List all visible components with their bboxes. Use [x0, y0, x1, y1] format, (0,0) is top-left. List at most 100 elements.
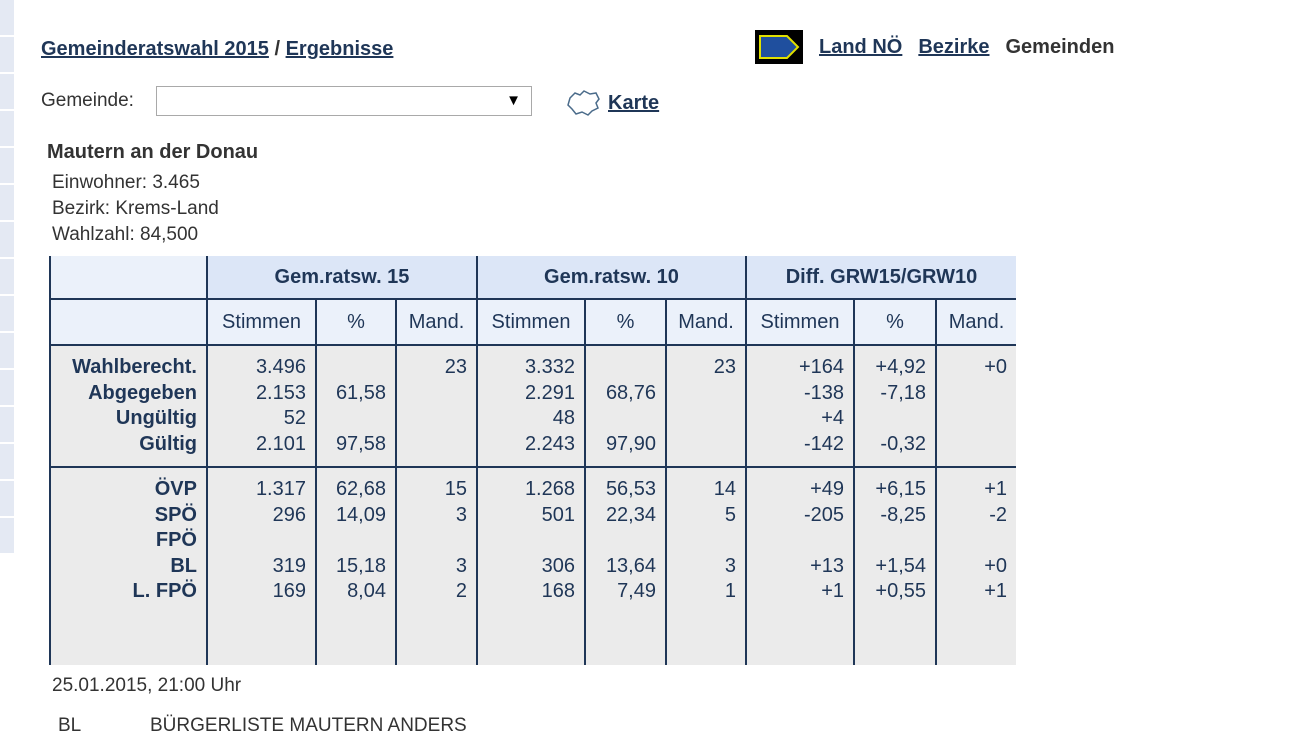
- municipality-name: Mautern an der Donau: [47, 141, 259, 163]
- dropdown-arrow-icon: ▼: [506, 92, 521, 109]
- row-label: Gültig: [139, 432, 197, 455]
- table-cell: 3: [455, 503, 467, 526]
- table-cell: 3.332: [524, 356, 575, 378]
- party-legend: BL BÜRGERLISTE MAUTERN ANDERS: [58, 715, 467, 737]
- table-cell: +6,15: [875, 478, 926, 500]
- summary-column: 23: [395, 344, 477, 467]
- table-cell: +164: [798, 356, 844, 378]
- gemeinde-select[interactable]: ▼: [156, 86, 532, 116]
- timestamp: 25.01.2015, 21:00 Uhr: [52, 675, 242, 696]
- table-cell: 2.153: [255, 381, 306, 404]
- group-header-grw15: Gem.ratsw. 15: [206, 256, 477, 299]
- table-cell: [676, 528, 736, 554]
- summary-column: 23: [665, 344, 746, 467]
- table-cell: -138: [803, 381, 844, 404]
- subheader-cell: %: [584, 298, 666, 345]
- summary-column: +164 -138 +4 -142: [745, 344, 854, 467]
- table-cell: 14: [713, 478, 736, 500]
- table-cell: 2.243: [524, 432, 575, 455]
- table-cell: [406, 406, 467, 432]
- table-cell: 168: [541, 580, 575, 602]
- land-noe-link[interactable]: Land NÖ: [819, 35, 903, 58]
- bezirk-text: Bezirk: Krems-Land: [52, 198, 219, 219]
- table-cell: +1: [821, 580, 844, 602]
- einwohner-text: Einwohner: 3.465: [52, 172, 200, 193]
- breadcrumb: Gemeinderatswahl 2015 / Ergebnisse: [41, 38, 393, 61]
- table-cell: 1.317: [255, 478, 306, 500]
- table-cell: 1: [724, 580, 736, 602]
- summary-column: 61,58 97,58: [315, 344, 396, 467]
- party-column: +1 -2 +0 +1: [935, 466, 1016, 665]
- table-cell: -8,25: [880, 503, 926, 526]
- table-cell: 3: [455, 554, 467, 577]
- top-navigation: Land NÖ Bezirke Gemeinden: [755, 30, 1130, 64]
- table-cell: 169: [272, 580, 306, 602]
- wahlzahl-text: Wahlzahl: 84,500: [52, 224, 199, 245]
- table-cell: 14,09: [335, 503, 386, 526]
- legend-name: BÜRGERLISTE MAUTERN ANDERS: [150, 715, 467, 736]
- results-table: Gem.ratsw. 15 Gem.ratsw. 10 Diff. GRW15/…: [49, 256, 1016, 665]
- bezirke-link[interactable]: Bezirke: [918, 35, 990, 58]
- table-cell: 3: [724, 554, 736, 577]
- table-cell: +0,55: [875, 580, 926, 602]
- table-cell: [864, 406, 926, 432]
- table-cell: 62,68: [335, 478, 386, 500]
- table-cell: [946, 406, 1007, 432]
- summary-column: 3.496 2.153 52 2.101: [206, 344, 316, 467]
- breadcrumb-results-link[interactable]: Ergebnisse: [285, 38, 394, 60]
- table-cell: +4,92: [875, 356, 926, 378]
- table-cell: [946, 381, 1007, 407]
- party-column: +6,15 -8,25 +1,54 +0,55: [853, 466, 936, 665]
- group-header-grw10: Gem.ratsw. 10: [476, 256, 746, 299]
- table-cell: 319: [272, 554, 306, 577]
- table-cell: -0,32: [880, 432, 926, 455]
- table-cell: 61,58: [335, 381, 386, 404]
- table-cell: [756, 528, 844, 554]
- gemeinde-label: Gemeinde:: [41, 90, 134, 111]
- table-cell: 52: [283, 407, 306, 429]
- table-cell: [487, 528, 575, 554]
- subheader-cell: Mand.: [935, 298, 1016, 345]
- summary-label-column: Wahlberecht. Abgegeben Ungültig Gültig: [49, 344, 207, 467]
- table-cell: [217, 528, 306, 554]
- table-cell: [406, 528, 467, 554]
- subheader-cell: %: [853, 298, 936, 345]
- legend-abbr: BL: [58, 715, 82, 736]
- table-cell: +49: [810, 478, 844, 500]
- table-cell: 1.268: [524, 478, 575, 500]
- lower-austria-shape-icon[interactable]: [755, 30, 803, 64]
- table-cell: 68,76: [605, 381, 656, 404]
- table-cell: [326, 406, 386, 432]
- left-sidebar-strip: [0, 0, 14, 555]
- table-cell: 15: [444, 478, 467, 500]
- table-cell: +1,54: [875, 554, 926, 577]
- row-label: Wahlberecht.: [72, 356, 197, 378]
- summary-column: 3.332 2.291 48 2.243: [476, 344, 585, 467]
- map-outline-icon: [567, 90, 600, 116]
- row-label: SPÖ: [154, 503, 197, 526]
- table-cell: 13,64: [605, 554, 656, 577]
- table-cell: +4: [821, 407, 844, 429]
- table-cell: +0: [984, 554, 1007, 577]
- karte-link[interactable]: Karte: [608, 91, 660, 114]
- table-cell: 5: [724, 503, 736, 526]
- subheader-empty-cell: [49, 298, 207, 345]
- summary-column: +0: [935, 344, 1016, 467]
- subheader-row: Stimmen % Mand. Stimmen % Mand. Stimmen …: [49, 298, 1016, 345]
- table-cell: 22,34: [605, 503, 656, 526]
- table-cell: [406, 432, 467, 458]
- party-column: 15 3 3 2: [395, 466, 477, 665]
- table-cell: 296: [272, 503, 306, 526]
- karte-link-group[interactable]: Karte: [566, 88, 659, 118]
- summary-column: 68,76 97,90: [584, 344, 666, 467]
- summary-column: +4,92 -7,18 -0,32: [853, 344, 936, 467]
- table-cell: 48: [552, 407, 575, 429]
- gemeinden-current: Gemeinden: [1005, 35, 1115, 58]
- table-cell: 2.291: [524, 381, 575, 404]
- table-cell: 97,90: [605, 432, 656, 455]
- breadcrumb-election-link[interactable]: Gemeinderatswahl 2015: [41, 38, 269, 60]
- table-cell: 56,53: [605, 478, 656, 500]
- subheader-cell: %: [315, 298, 396, 345]
- table-cell: 23: [444, 356, 467, 378]
- party-column: +49 -205 +13 +1: [745, 466, 854, 665]
